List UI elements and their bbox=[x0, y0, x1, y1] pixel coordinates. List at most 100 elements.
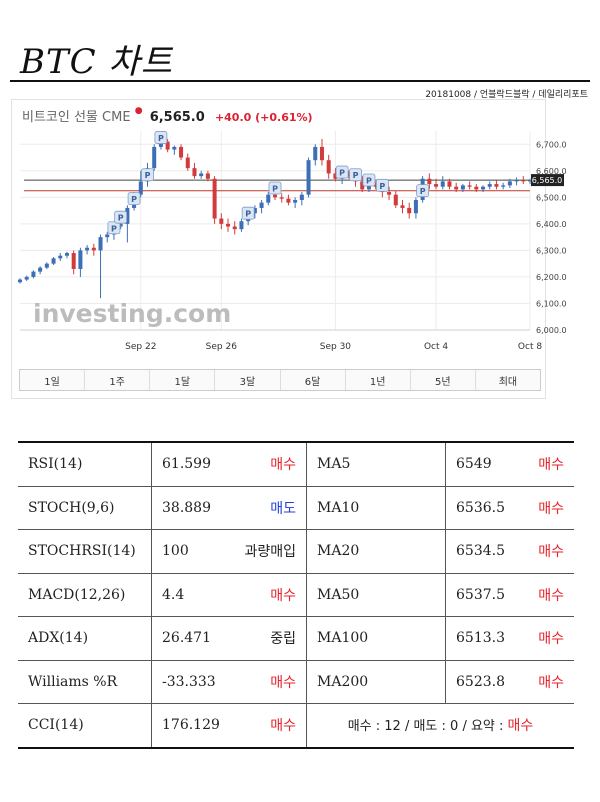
y-tick-label: 6,000.0 bbox=[536, 326, 567, 335]
last-price-badge bbox=[531, 174, 564, 187]
summary-text: 매수 : 12 / 매도 : 0 / 요약 : bbox=[347, 719, 508, 735]
chart-change: +40.0 (+0.61%) bbox=[214, 111, 313, 124]
range-button[interactable]: 5년 bbox=[411, 370, 476, 390]
summary-verdict: 매수 bbox=[507, 718, 534, 735]
candle-body bbox=[474, 186, 479, 190]
range-button[interactable]: 6달 bbox=[281, 370, 346, 390]
candle-body bbox=[219, 218, 224, 224]
p-event-marker bbox=[127, 192, 141, 206]
candle-body bbox=[393, 194, 398, 206]
ma-value: 6549 bbox=[456, 456, 492, 473]
ma-value-cell: 6513.3 매수 bbox=[445, 616, 574, 661]
indicator-value-cell: 4.4 매수 bbox=[151, 572, 307, 617]
p-event-marker bbox=[141, 168, 154, 182]
indicator-name-text: Williams %R bbox=[28, 673, 118, 690]
ma-signal: 매수 bbox=[538, 457, 564, 474]
p-event-label: P bbox=[366, 177, 372, 186]
candle-body bbox=[454, 186, 459, 190]
x-tick-label: Oct 8 bbox=[518, 342, 542, 352]
candle-body bbox=[152, 146, 157, 169]
p-event-label: P bbox=[353, 171, 359, 180]
candle-body bbox=[313, 146, 318, 161]
price-chart: 6,000.0 6,100.0 6,200.0 6,300.0 6,400.0 6,500… bbox=[17, 131, 567, 352]
ma-signal: 매수 bbox=[538, 631, 564, 648]
indicator-row: RSI(14) 61.599 매수 MA5 6549 매수 bbox=[18, 441, 574, 487]
p-event-label: P bbox=[339, 169, 345, 178]
range-button[interactable]: 1일 bbox=[20, 370, 86, 390]
p-event-marker bbox=[349, 168, 362, 182]
candle-body bbox=[64, 253, 69, 256]
ma-signal: 매수 bbox=[538, 500, 564, 517]
indicator-value-cell: 38.889 매도 bbox=[151, 485, 307, 530]
indicator-row: STOCH(9,6) 38.889 매도 MA10 6536.5 매수 bbox=[18, 485, 574, 530]
candle-body bbox=[24, 276, 29, 280]
ma-signal: 매수 bbox=[538, 674, 564, 691]
candle-body bbox=[319, 146, 324, 161]
ma-value-cell: 6549 매수 bbox=[445, 441, 574, 487]
indicator-name-text: STOCHRSI(14) bbox=[28, 543, 136, 560]
range-button[interactable]: 1주 bbox=[85, 370, 151, 390]
p-event-marker bbox=[375, 178, 389, 192]
ma-value-cell: 6523.8 매수 bbox=[445, 659, 574, 704]
candle-body bbox=[192, 168, 197, 177]
candle-body bbox=[440, 181, 445, 187]
candle-body bbox=[78, 250, 83, 269]
p-event-label: P bbox=[158, 134, 164, 143]
candle-body bbox=[306, 160, 311, 195]
candle-body bbox=[259, 202, 264, 208]
ma-value: 6534.5 bbox=[456, 543, 505, 560]
indicator-name-text: RSI(14) bbox=[28, 456, 83, 473]
indicator-row: ADX(14) 26.471 중립 MA100 6513.3 매수 bbox=[18, 616, 574, 661]
candle-body bbox=[58, 255, 63, 259]
indicator-name: ADX(14) bbox=[18, 616, 152, 661]
ma-value-cell: 6536.5 매수 bbox=[445, 485, 574, 530]
indicator-value: 61.599 bbox=[162, 456, 211, 473]
p-event-label: P bbox=[111, 224, 117, 233]
range-button[interactable]: 3달 bbox=[215, 370, 281, 390]
live-dot-icon: ● bbox=[134, 106, 143, 116]
indicator-name: STOCH(9,6) bbox=[18, 485, 152, 530]
range-button[interactable]: 1달 bbox=[150, 370, 216, 390]
candle-body bbox=[387, 192, 392, 195]
indicator-row: MACD(12,26) 4.4 매수 MA50 6537.5 매수 bbox=[18, 572, 574, 617]
x-tick-label: Sep 26 bbox=[206, 342, 238, 352]
candle-body bbox=[427, 178, 432, 185]
candle-body bbox=[487, 184, 492, 187]
range-button[interactable]: 최대 bbox=[498, 376, 518, 388]
range-button[interactable]: 1년 bbox=[346, 370, 411, 390]
investing-watermark: investing.com bbox=[33, 299, 231, 328]
indicator-name: STOCHRSI(14) bbox=[18, 529, 152, 574]
candle-body bbox=[467, 185, 472, 187]
indicator-table: RSI(14) 61.599 매수 MA5 6549 매수 STOCH(9,6) 38.889… bbox=[18, 441, 574, 749]
ma-name-text: MA100 bbox=[317, 630, 369, 647]
candle-body bbox=[172, 146, 177, 150]
indicator-name-text: MACD(12,26) bbox=[28, 586, 126, 603]
ma-name: MA20 bbox=[306, 529, 446, 574]
candle-body bbox=[326, 160, 331, 174]
candle-body bbox=[366, 184, 371, 190]
candle-body bbox=[299, 194, 304, 200]
chart-instrument: 비트코인 선물 CME bbox=[22, 110, 131, 125]
candle-body bbox=[514, 180, 519, 182]
candle-body bbox=[51, 258, 56, 264]
ma-value: 6536.5 bbox=[456, 499, 505, 516]
indicator-signal: 매도 bbox=[270, 500, 296, 517]
candle-body bbox=[212, 178, 217, 219]
indicator-value: -33.333 bbox=[162, 673, 216, 690]
ma-value: 6523.8 bbox=[456, 673, 505, 690]
ma-name-text: MA20 bbox=[317, 543, 360, 560]
indicator-signal: 매수 bbox=[270, 718, 296, 735]
ma-signal: 매수 bbox=[538, 544, 564, 561]
candle-body bbox=[527, 180, 533, 182]
candle-body bbox=[98, 237, 103, 251]
indicator-value-cell: 26.471 중립 bbox=[151, 616, 307, 661]
candle-body bbox=[434, 184, 439, 187]
indicator-value: 100 bbox=[162, 543, 189, 560]
y-tick-label: 6,100.0 bbox=[536, 299, 567, 308]
candle-body bbox=[239, 221, 244, 230]
candle-body bbox=[158, 141, 163, 147]
indicator-name-text: CCI(14) bbox=[28, 717, 84, 734]
chart-header: 비트코인 선물 CME ● 6,565.0 +40.0 (+0.61%) bbox=[22, 106, 313, 125]
p-event-label: P bbox=[145, 171, 151, 180]
candle-body bbox=[494, 184, 499, 187]
